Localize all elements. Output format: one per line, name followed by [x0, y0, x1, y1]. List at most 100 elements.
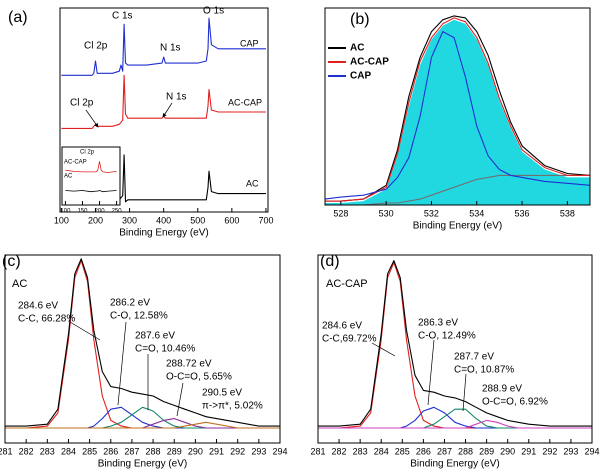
x-tick-label: 100	[54, 215, 69, 225]
annotation: π->π*, 5.02%	[202, 401, 263, 412]
x-tick-label: 285	[82, 446, 97, 456]
series-label: AC	[64, 174, 73, 180]
annotation: C-C,69.72%	[322, 334, 377, 345]
x-tick-label: 286	[416, 446, 431, 456]
x-axis-label: Binding Energy (eV)	[119, 228, 209, 239]
annotation: Cl 2p	[70, 98, 94, 109]
leader-line	[85, 109, 99, 128]
leader-line	[371, 342, 396, 357]
spectrum-line	[318, 260, 592, 427]
spectrum-line	[61, 17, 266, 76]
spectrum-line	[324, 31, 591, 200]
annotation: 286.3 eV	[418, 318, 458, 329]
annotation: 287.6 eV	[135, 331, 175, 342]
series-label: AC-CAP	[228, 97, 262, 107]
x-tick-label: 293	[563, 446, 578, 456]
x-tick-label: 293	[251, 446, 266, 456]
leader-line	[117, 321, 127, 406]
leader-line	[69, 321, 101, 341]
annotation: C-O, 12.58%	[110, 311, 168, 322]
panel-label: (b)	[350, 11, 370, 28]
annotation: C=O, 10.87%	[454, 365, 514, 376]
x-tick-label: 282	[332, 446, 347, 456]
x-tick-label: 250	[112, 209, 123, 215]
x-tick-label: 281	[310, 446, 325, 456]
annotation: 286.2 eV	[110, 298, 150, 309]
spectrum-line	[65, 190, 117, 193]
x-tick-label: 291	[521, 446, 536, 456]
x-tick-label: 530	[379, 208, 394, 218]
x-tick-label: 287	[437, 446, 452, 456]
annotation: 290.5 eV	[202, 388, 242, 399]
spectrum-line	[318, 408, 592, 429]
x-tick-label: 534	[469, 208, 484, 218]
x-tick-label: 290	[500, 446, 515, 456]
plot-frame	[324, 7, 591, 206]
leader-line	[162, 102, 173, 118]
x-tick-label: 282	[19, 446, 34, 456]
series-label: CAP	[240, 38, 259, 48]
plot-frame	[317, 254, 593, 444]
panel-label: (c)	[2, 253, 21, 270]
x-tick-label: 100	[60, 209, 71, 215]
inset-background	[62, 147, 120, 205]
panel-label: (d)	[320, 253, 340, 270]
x-tick-label: 500	[190, 215, 205, 225]
annotation: 284.6 eV	[18, 301, 58, 312]
panel-label: (a)	[8, 9, 28, 26]
legend-label: AC	[350, 43, 364, 54]
leader-line	[427, 339, 435, 406]
annotation: C 1s	[112, 11, 133, 22]
spectrum-line	[325, 17, 590, 202]
x-tick-label: 532	[424, 208, 439, 218]
legend-label: AC-CAP	[350, 57, 389, 68]
annotation: O-C=O, 6.92%	[482, 397, 548, 408]
x-tick-label: 600	[224, 215, 239, 225]
x-axis-label: Binding Energy (eV)	[410, 459, 500, 470]
spectrum-line	[5, 258, 280, 427]
annotation: 284.6 eV	[322, 321, 362, 332]
x-tick-label: 292	[230, 446, 245, 456]
x-tick-label: 294	[272, 446, 287, 456]
annotation: 288.9 eV	[482, 384, 522, 395]
x-tick-label: 200	[95, 209, 106, 215]
x-tick-label: 200	[88, 215, 103, 225]
x-axis-label: Binding Energy (eV)	[98, 459, 188, 470]
annotation: Cl 2p	[80, 150, 95, 156]
x-tick-label: 284	[374, 446, 389, 456]
x-tick-label: 289	[167, 446, 182, 456]
x-tick-label: 288	[458, 446, 473, 456]
spectrum-line	[318, 419, 592, 429]
annotation: C-C, 66.28%	[18, 314, 75, 325]
x-tick-label: 294	[584, 446, 599, 456]
spectrum-line	[318, 406, 592, 429]
plot-frame	[4, 254, 281, 444]
x-tick-label: 528	[333, 208, 348, 218]
x-tick-label: 150	[77, 209, 88, 215]
sample-label: AC	[12, 278, 27, 290]
x-tick-label: 292	[542, 446, 557, 456]
spectrum-line	[5, 421, 280, 429]
spectrum-line	[325, 15, 591, 202]
leader-line	[462, 373, 467, 412]
x-tick-label: 283	[40, 446, 55, 456]
x-tick-label: 300	[122, 215, 137, 225]
annotation: 287.7 eV	[454, 352, 494, 363]
x-tick-label: 281	[0, 446, 13, 456]
spectrum-line	[65, 161, 117, 173]
annotation: O-C=O, 5.65%	[166, 372, 232, 383]
x-tick-label: 283	[353, 446, 368, 456]
annotation: C=O, 10.46%	[135, 344, 195, 355]
sample-label: AC-CAP	[326, 278, 368, 290]
series-label: AC-CAP	[64, 160, 87, 166]
x-tick-label: 700	[258, 215, 273, 225]
leader-line	[176, 382, 184, 417]
plot-frame	[61, 146, 121, 206]
series-label: AC	[246, 178, 259, 188]
x-tick-label: 284	[61, 446, 76, 456]
x-tick-label: 288	[146, 446, 161, 456]
x-tick-label: 291	[209, 446, 224, 456]
x-tick-label: 285	[395, 446, 410, 456]
legend-label: CAP	[350, 71, 371, 82]
